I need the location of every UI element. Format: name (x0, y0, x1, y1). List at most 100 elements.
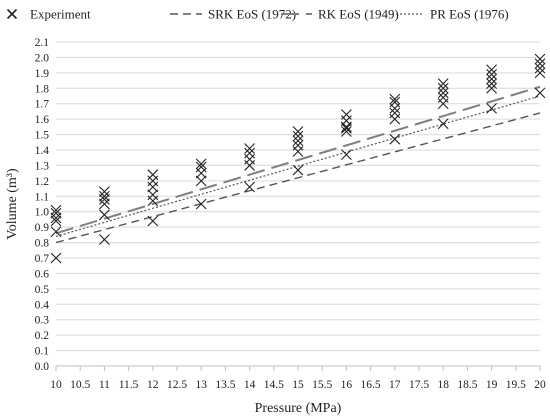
marker-stroke (147, 169, 159, 181)
y-tick-label: 0.3 (35, 315, 50, 327)
experiment-markers (50, 53, 546, 264)
experiment-point (534, 87, 546, 99)
legend-item: RK EoS (1949) (281, 7, 399, 22)
x-tick-label: 17.5 (409, 379, 429, 391)
x-tick-label: 18.5 (457, 379, 477, 391)
marker-stroke (99, 234, 110, 245)
axes (55, 365, 541, 371)
x-tick-label: 12.5 (167, 379, 187, 391)
model-lines (55, 85, 541, 244)
x-tick-label: 14 (244, 379, 256, 391)
y-tick-label: 2.1 (35, 37, 50, 49)
marker-stroke (99, 193, 110, 205)
marker-stroke (341, 123, 352, 134)
marker-stroke (99, 186, 110, 198)
experiment-point (341, 149, 352, 161)
marker-stroke (292, 126, 304, 137)
y-tick-label: 1.1 (35, 191, 50, 203)
marker-stroke (534, 67, 546, 79)
legend-label: Experiment (30, 7, 91, 22)
experiment-point (50, 204, 62, 216)
x-tick-label: 11 (99, 379, 110, 391)
x-tick-label: 19.5 (506, 379, 526, 391)
marker-stroke (486, 73, 497, 85)
experiment-point (292, 126, 304, 137)
experiment-point (244, 143, 255, 154)
marker-stroke (147, 189, 159, 201)
experiment-point (389, 96, 401, 108)
x-tick-label: 16 (341, 379, 353, 391)
marker-stroke (486, 64, 497, 76)
y-tick-label: 1.4 (35, 145, 50, 157)
marker-stroke (437, 118, 449, 130)
experiment-point (195, 158, 207, 170)
y-tick-label: 0.8 (35, 238, 50, 250)
x-tick-label: 17 (389, 379, 401, 391)
experiment-point (99, 186, 110, 198)
experiment-point (195, 167, 207, 179)
legend-item: PR EoS (1976) (392, 7, 509, 22)
experiment-point (389, 133, 401, 145)
y-tick-label: 1.9 (35, 68, 50, 80)
marker-stroke (244, 143, 255, 154)
experiment-point (486, 82, 497, 94)
experiment-point (341, 115, 352, 127)
marker-stroke (244, 181, 255, 193)
x-tick-label: 19 (486, 379, 498, 391)
y-tick-label: 1.5 (35, 130, 50, 142)
y-tick-labels: 0.0 0.1 0.2 0.3 0.4 0.5 0.6 0.7 0.8 0.9 1.0 1.1 1.2 1… (35, 37, 50, 373)
marker-stroke (50, 226, 62, 238)
marker-stroke (99, 198, 110, 210)
experiment-point (50, 215, 62, 227)
experiment-point (99, 234, 110, 245)
experiment-point (50, 226, 62, 238)
experiment-point (244, 153, 255, 165)
legend-label: RK EoS (1949) (318, 7, 399, 22)
series-line-rk-eos-1949 (55, 85, 541, 235)
experiment-point (341, 123, 352, 134)
experiment-point (486, 73, 497, 85)
marker-stroke (99, 209, 110, 221)
series-line-pr-eos-1976 (55, 95, 541, 237)
marker-stroke (437, 82, 449, 94)
experiment-point (437, 118, 449, 130)
experiment-point (389, 102, 401, 114)
x-tick-label: 11.5 (119, 379, 139, 391)
experiment-point (534, 67, 546, 79)
y-tick-label: 0.5 (35, 284, 50, 296)
legend-label: PR EoS (1976) (430, 7, 509, 22)
marker-stroke (534, 53, 546, 65)
experiment-point (244, 147, 255, 159)
marker-stroke (534, 58, 546, 69)
x-tick-label: 14.5 (264, 379, 284, 391)
marker-stroke (195, 175, 207, 187)
marker-stroke (486, 82, 497, 94)
x-tick-label: 10.5 (70, 379, 90, 391)
y-tick-label: 1.0 (35, 207, 50, 219)
marker-stroke (534, 62, 546, 74)
marker-stroke (437, 87, 449, 99)
experiment-point (534, 62, 546, 74)
marker-stroke (292, 164, 304, 176)
x-tick-label: 15.5 (312, 379, 332, 391)
marker-stroke (389, 93, 401, 105)
experiment-point (292, 139, 304, 151)
experiment-point (341, 126, 352, 137)
experiment-point (147, 215, 159, 227)
experiment-point (99, 209, 110, 221)
y-tick-label: 0.7 (35, 253, 50, 265)
marker-stroke (292, 139, 304, 151)
experiment-point (292, 130, 304, 142)
y-tick-label: 0.1 (35, 346, 50, 358)
experiment-point (147, 169, 159, 181)
x-axis-title: Pressure (MPa) (255, 401, 342, 416)
y-tick-label: 1.8 (35, 83, 50, 95)
y-tick-label: 1.2 (35, 176, 50, 188)
series-line-srk-eos-1972 (55, 112, 541, 244)
marker-stroke (50, 252, 62, 264)
experiment-point (534, 53, 546, 65)
experiment-point (147, 181, 159, 193)
experiment-point (486, 102, 497, 114)
marker-stroke (292, 135, 304, 147)
